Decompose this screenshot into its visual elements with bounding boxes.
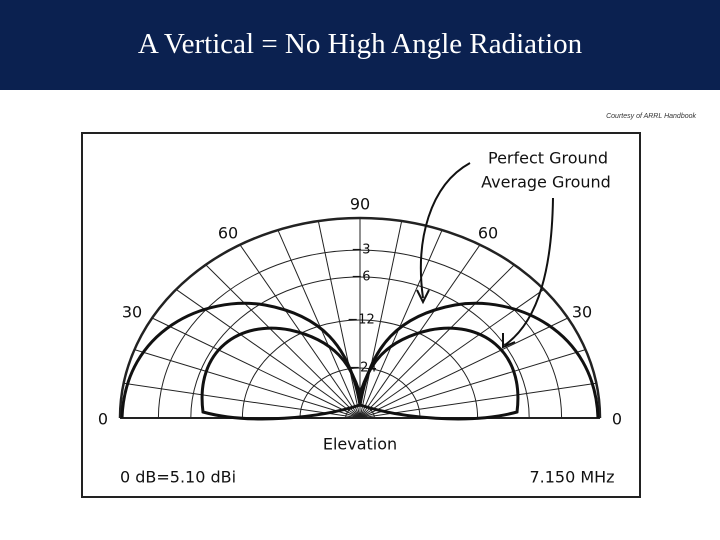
polar-grid (118, 216, 602, 419)
ring-labels: −3 −6 −12 −24 (347, 243, 376, 376)
arrow (419, 162, 471, 299)
grid-element (359, 289, 545, 419)
grid-element (359, 264, 515, 419)
grid-element (277, 229, 361, 419)
grid-element (123, 382, 361, 419)
ring-label: −6 (351, 270, 370, 285)
arrowhead (416, 289, 430, 305)
grid-element (359, 220, 403, 419)
average-ground-lobe (200, 326, 520, 421)
arrows (416, 162, 554, 349)
credit: Courtesy of ARRL Handbook (606, 113, 696, 120)
grid-element (359, 317, 569, 419)
ring-label: −12 (347, 313, 374, 328)
grid-element (175, 289, 361, 419)
grid-element (317, 220, 361, 419)
legend-entry: Average Ground (481, 173, 611, 192)
angle-label: 60 (478, 224, 498, 243)
ring-label: −24 (349, 361, 376, 376)
grid-element (359, 229, 443, 419)
angle-label: 0 (98, 410, 108, 429)
angle-label: 30 (572, 303, 592, 322)
angle-label: 60 (218, 224, 238, 243)
grid-element (359, 349, 586, 419)
slide-title: A Vertical = No High Angle Radiation (137, 28, 583, 60)
angle-label: 90 (350, 195, 370, 214)
angle-label: 0 (612, 410, 622, 429)
angle-label: 30 (122, 303, 142, 322)
grid-element (205, 264, 361, 419)
figure-frame (81, 132, 641, 498)
patterns (120, 301, 600, 421)
grid-element (151, 317, 361, 419)
grid-element (134, 349, 361, 419)
arrowhead (502, 333, 516, 349)
header-band: A Vertical = No High Angle Radiation (0, 0, 720, 90)
legend-entry: Perfect Ground (488, 149, 608, 168)
arrow (504, 197, 554, 346)
reference-note: 0 dB=5.10 dBi (120, 468, 236, 487)
frequency-note: 7.150 MHz (529, 468, 614, 487)
axis-label: Elevation (323, 435, 397, 454)
grid-element (359, 382, 597, 419)
ring-label: −3 (351, 243, 370, 258)
